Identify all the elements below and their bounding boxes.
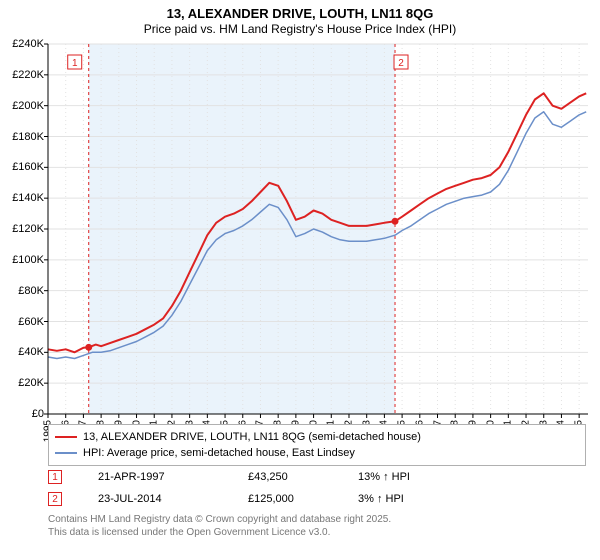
legend-swatch-0 [55, 436, 77, 439]
ytick-label: £200K [2, 100, 44, 112]
footer-line1: Contains HM Land Registry data © Crown c… [48, 514, 391, 527]
ytick-label: £40K [2, 346, 44, 358]
marker-hpi-0: 13% ↑ HPI [358, 471, 410, 483]
ytick-label: £20K [2, 377, 44, 389]
chart-container: 13, ALEXANDER DRIVE, LOUTH, LN11 8QG Pri… [0, 0, 600, 560]
title-block: 13, ALEXANDER DRIVE, LOUTH, LN11 8QG Pri… [0, 0, 600, 37]
legend-box: 13, ALEXANDER DRIVE, LOUTH, LN11 8QG (se… [48, 424, 586, 466]
svg-text:2: 2 [398, 58, 404, 69]
ytick-label: £180K [2, 131, 44, 143]
legend-label-1: HPI: Average price, semi-detached house,… [83, 447, 355, 459]
legend-swatch-1 [55, 452, 77, 454]
title-line1: 13, ALEXANDER DRIVE, LOUTH, LN11 8QG [0, 6, 600, 22]
marker-price-0: £43,250 [248, 471, 358, 483]
ytick-label: £240K [2, 38, 44, 50]
marker-table: 1 21-APR-1997 £43,250 13% ↑ HPI 2 23-JUL… [48, 466, 586, 510]
marker-price-1: £125,000 [248, 493, 358, 505]
chart-area: 12 [48, 44, 588, 414]
marker-date-1: 23-JUL-2014 [98, 493, 248, 505]
ytick-label: £160K [2, 161, 44, 173]
footer-line2: This data is licensed under the Open Gov… [48, 527, 391, 540]
marker-box-1: 2 [48, 492, 62, 506]
footer: Contains HM Land Registry data © Crown c… [48, 514, 391, 539]
ytick-label: £80K [2, 285, 44, 297]
title-line2: Price paid vs. HM Land Registry's House … [0, 22, 600, 37]
legend-label-0: 13, ALEXANDER DRIVE, LOUTH, LN11 8QG (se… [83, 431, 421, 443]
ytick-label: £100K [2, 254, 44, 266]
ytick-label: £60K [2, 316, 44, 328]
ytick-label: £0 [2, 408, 44, 420]
legend-row-1: HPI: Average price, semi-detached house,… [55, 445, 579, 461]
ytick-label: £120K [2, 223, 44, 235]
marker-row-0: 1 21-APR-1997 £43,250 13% ↑ HPI [48, 466, 586, 488]
legend-row-0: 13, ALEXANDER DRIVE, LOUTH, LN11 8QG (se… [55, 429, 579, 445]
ytick-label: £140K [2, 192, 44, 204]
chart-svg: 12 [48, 44, 588, 414]
marker-row-1: 2 23-JUL-2014 £125,000 3% ↑ HPI [48, 488, 586, 510]
marker-box-0: 1 [48, 470, 62, 484]
marker-hpi-1: 3% ↑ HPI [358, 493, 404, 505]
marker-date-0: 21-APR-1997 [98, 471, 248, 483]
svg-text:1: 1 [72, 58, 78, 69]
ytick-label: £220K [2, 69, 44, 81]
